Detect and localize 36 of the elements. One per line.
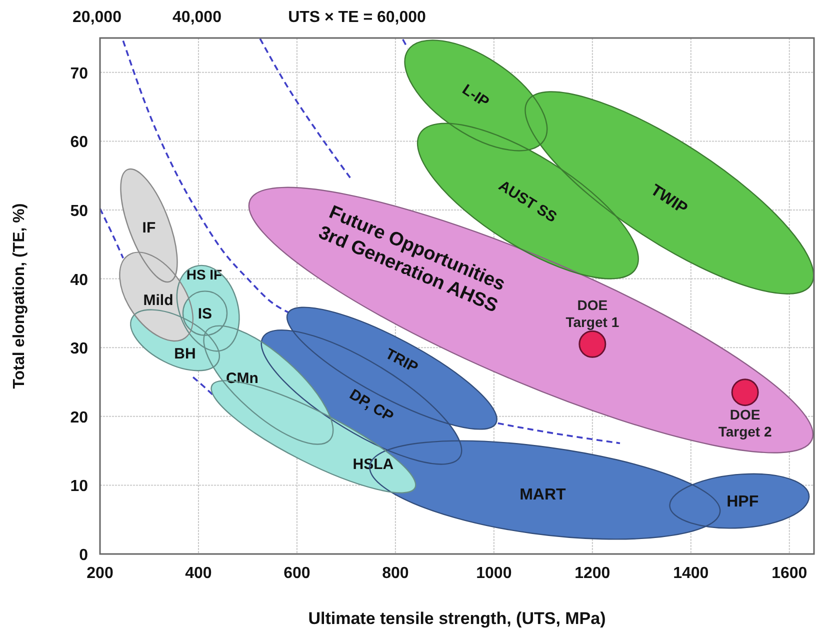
- series-label: TWIP: [647, 182, 690, 218]
- series-label: DP, CP: [346, 386, 396, 426]
- series-label: TRIP: [382, 345, 421, 376]
- x-tick-label: 600: [284, 565, 310, 582]
- y-tick-label: 20: [70, 409, 88, 426]
- y-tick-label: 30: [70, 340, 88, 358]
- x-tick-label: 800: [382, 565, 409, 582]
- x-tick-label: 1400: [673, 565, 709, 582]
- text: 40,000: [172, 9, 222, 26]
- text: UTS × TE = 60,000: [288, 9, 426, 26]
- series-label: MART: [520, 486, 566, 504]
- series-label: IF: [142, 220, 156, 237]
- series-label: DOE Target 2: [718, 406, 772, 440]
- text: 20,000: [72, 9, 122, 26]
- x-tick-label: 1600: [772, 565, 808, 582]
- series-label: BH: [174, 345, 196, 362]
- x-tick-label: 1200: [574, 565, 610, 582]
- x-tick-label: 400: [185, 565, 212, 582]
- line-series: [259, 38, 352, 179]
- series-label: HPF: [726, 494, 759, 511]
- y-tick-label: 50: [70, 203, 88, 220]
- y-tick-label: 0: [79, 547, 88, 564]
- y-tick-label: 70: [70, 65, 88, 82]
- series-label: IS: [198, 305, 212, 322]
- x-tick-label: 200: [86, 565, 114, 582]
- y-tick-label: 40: [70, 272, 88, 289]
- y-tick-label: 10: [70, 478, 88, 496]
- y-axis-title: Total elongation, (TE, %): [11, 203, 28, 389]
- series-label: HS IF: [186, 266, 223, 282]
- y-tick-label: 60: [70, 134, 88, 152]
- x-axis-title: Ultimate tensile strength, (UTS, MPa): [308, 609, 606, 628]
- series-label: Mild: [143, 292, 174, 309]
- x-tick-label: 1000: [476, 565, 512, 582]
- series-label: DOE Target 1: [566, 297, 620, 330]
- series-label: CMn: [226, 370, 258, 388]
- series-label: L-IP: [459, 81, 492, 111]
